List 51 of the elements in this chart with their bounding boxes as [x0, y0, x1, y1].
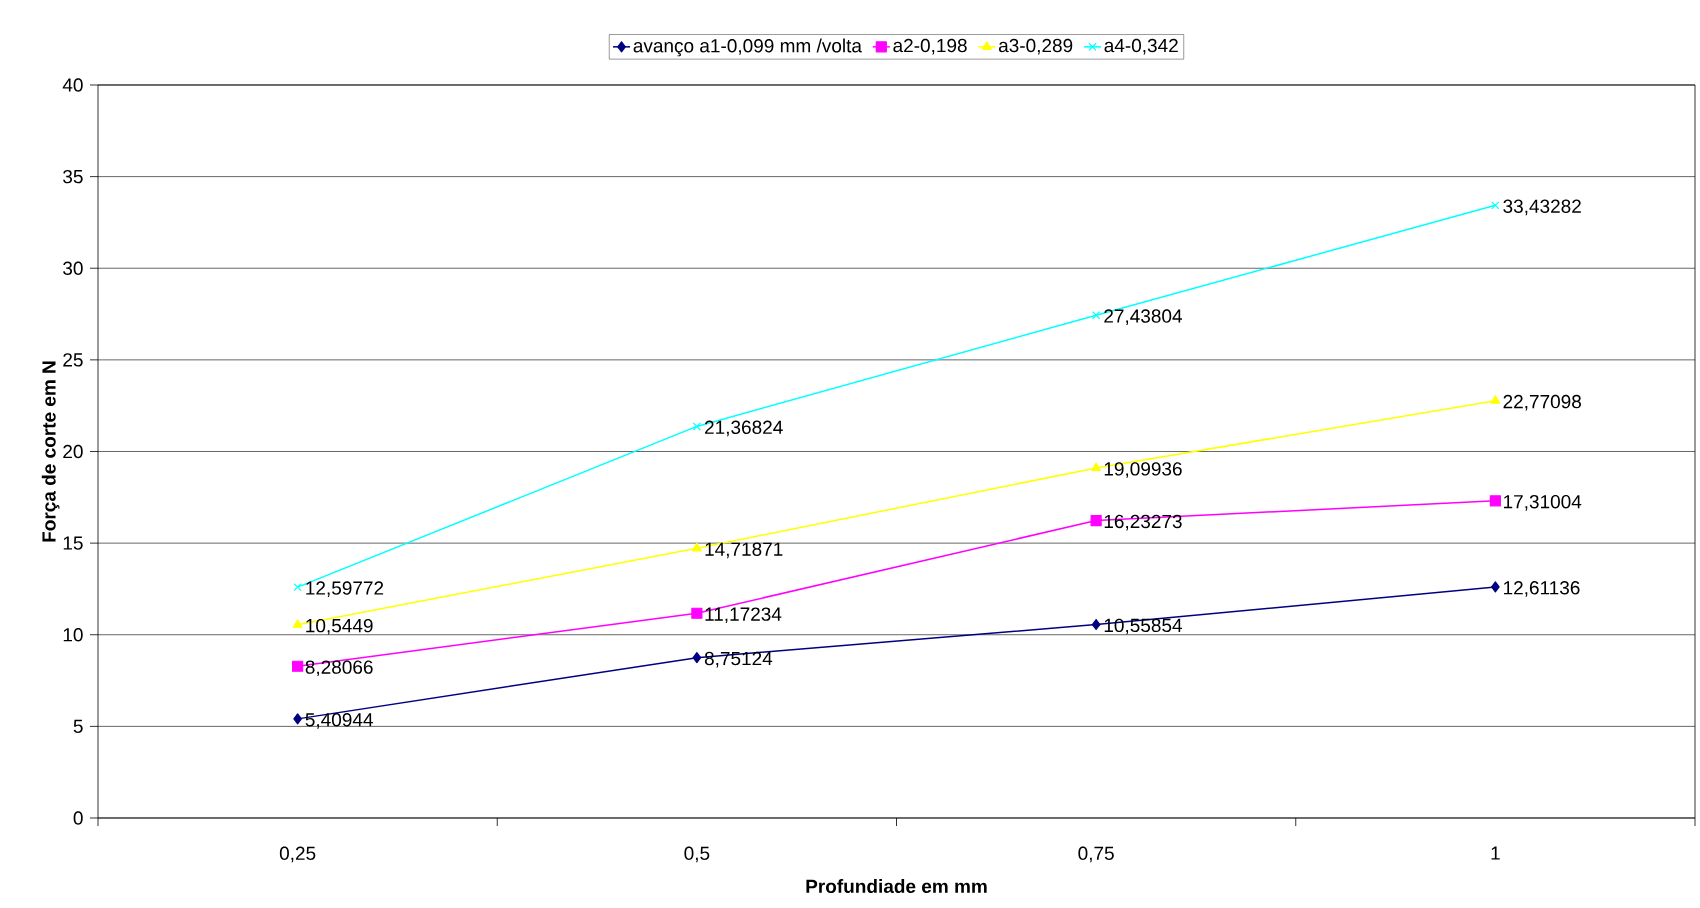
point	[691, 607, 703, 619]
y-tick-label: 35	[63, 169, 83, 184]
legend-label: a4-0,342	[1104, 38, 1178, 55]
data-label: 11,17234	[705, 607, 782, 624]
data-label: 16,23273	[1104, 514, 1182, 531]
y-tick-label: 0	[73, 811, 83, 825]
point	[1091, 462, 1102, 472]
y-tick-label: 40	[62, 78, 83, 92]
x-tick-label: 0,5	[684, 846, 710, 863]
data-label: 5,40944	[305, 713, 373, 729]
data-label: 12,59772	[306, 581, 384, 597]
y-tick-label: 10	[63, 628, 83, 642]
data-label: 12,61136	[1504, 581, 1580, 597]
point	[292, 619, 303, 628]
data-label: 8,28066	[305, 660, 373, 677]
point	[1491, 201, 1500, 210]
y-tick-label: 20	[63, 444, 83, 459]
y-tick-label: 15	[63, 536, 83, 550]
legend-label: avanço a1-0,099 mm /volta	[633, 38, 862, 57]
point	[1490, 395, 1501, 404]
data-label: 10,5449	[306, 618, 373, 635]
legend-label: a3-0,289	[998, 38, 1073, 55]
point	[692, 422, 702, 431]
point	[293, 713, 302, 725]
y-tick-label: 30	[63, 261, 83, 275]
legend-label: a2-0,198	[893, 38, 967, 55]
data-label: 21,36824	[705, 420, 783, 437]
data-label: 17,31004	[1504, 494, 1582, 511]
y-axis-title: Força de corte em N	[41, 361, 60, 542]
data-label: 27,43804	[1104, 309, 1182, 326]
point	[293, 583, 302, 592]
x-tick-label: 0,25	[279, 846, 316, 863]
data-label: 33,43282	[1503, 199, 1581, 216]
data-label: 14,71871	[705, 542, 783, 559]
point	[1091, 618, 1101, 631]
y-tick-label: 25	[63, 353, 83, 367]
point	[292, 660, 304, 672]
point	[691, 542, 702, 552]
x-tick-label: 0,75	[1078, 846, 1114, 863]
point	[692, 652, 702, 664]
y-tick-label: 5	[73, 719, 83, 734]
data-label: 19,09936	[1104, 462, 1182, 478]
data-label: 10,55854	[1104, 618, 1182, 635]
x-tick-label: 1	[1491, 846, 1500, 860]
point	[1091, 311, 1101, 320]
point	[1090, 514, 1102, 527]
point	[1489, 495, 1501, 507]
data-label: 8,75124	[704, 651, 773, 668]
point	[1491, 581, 1500, 593]
x-axis-title: Profundiade em mm	[806, 879, 987, 894]
data-label: 22,77098	[1503, 394, 1581, 411]
